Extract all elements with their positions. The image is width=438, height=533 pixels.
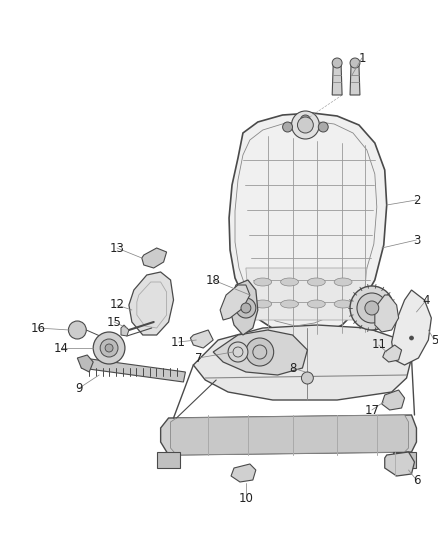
Polygon shape (229, 113, 387, 338)
Text: 9: 9 (76, 382, 83, 394)
Circle shape (410, 336, 413, 340)
Text: 5: 5 (431, 334, 438, 346)
Polygon shape (383, 345, 402, 362)
Polygon shape (142, 248, 166, 268)
Text: 6: 6 (413, 473, 420, 487)
Circle shape (93, 332, 125, 364)
Polygon shape (129, 272, 173, 335)
Text: 7: 7 (194, 351, 202, 365)
Text: 11: 11 (371, 338, 386, 351)
Text: 10: 10 (238, 491, 253, 505)
Text: 3: 3 (413, 233, 420, 246)
Text: 4: 4 (423, 294, 430, 306)
Polygon shape (392, 290, 431, 365)
Circle shape (228, 342, 248, 362)
Ellipse shape (281, 300, 298, 308)
Polygon shape (350, 65, 360, 95)
Circle shape (350, 58, 360, 68)
Polygon shape (121, 325, 129, 336)
Circle shape (105, 344, 113, 352)
Circle shape (246, 338, 274, 366)
Text: 13: 13 (110, 241, 124, 254)
Polygon shape (246, 268, 367, 320)
Text: 14: 14 (54, 342, 69, 354)
Polygon shape (392, 452, 417, 468)
Circle shape (100, 339, 118, 357)
Text: 8: 8 (289, 361, 296, 375)
Polygon shape (213, 330, 307, 375)
Polygon shape (220, 285, 250, 320)
Circle shape (241, 303, 251, 313)
Circle shape (297, 117, 313, 133)
Polygon shape (332, 65, 342, 95)
Circle shape (365, 301, 379, 315)
Circle shape (292, 111, 319, 139)
Ellipse shape (254, 278, 272, 286)
Circle shape (300, 115, 311, 125)
Circle shape (357, 293, 387, 323)
Ellipse shape (334, 278, 352, 286)
Polygon shape (157, 452, 180, 468)
Polygon shape (161, 415, 417, 455)
Circle shape (301, 372, 313, 384)
Text: 11: 11 (171, 335, 186, 349)
Circle shape (283, 122, 293, 132)
Ellipse shape (307, 300, 325, 308)
Ellipse shape (307, 278, 325, 286)
Text: 16: 16 (30, 321, 45, 335)
Polygon shape (191, 330, 213, 348)
Text: 1: 1 (358, 52, 366, 64)
Text: 15: 15 (106, 316, 121, 328)
Circle shape (236, 298, 256, 318)
Polygon shape (385, 452, 414, 476)
Ellipse shape (281, 278, 298, 286)
Text: 17: 17 (364, 403, 379, 416)
Polygon shape (78, 355, 93, 372)
Ellipse shape (254, 300, 272, 308)
Polygon shape (382, 390, 405, 410)
Polygon shape (193, 325, 412, 400)
Circle shape (332, 58, 342, 68)
Text: 2: 2 (413, 193, 420, 206)
Polygon shape (170, 415, 409, 455)
Polygon shape (81, 358, 185, 382)
Polygon shape (230, 280, 258, 335)
Text: 12: 12 (110, 298, 124, 311)
Polygon shape (231, 464, 256, 482)
Polygon shape (375, 295, 399, 332)
Circle shape (350, 286, 394, 330)
Ellipse shape (334, 300, 352, 308)
Text: 18: 18 (206, 273, 221, 287)
Circle shape (68, 321, 86, 339)
Circle shape (318, 122, 328, 132)
